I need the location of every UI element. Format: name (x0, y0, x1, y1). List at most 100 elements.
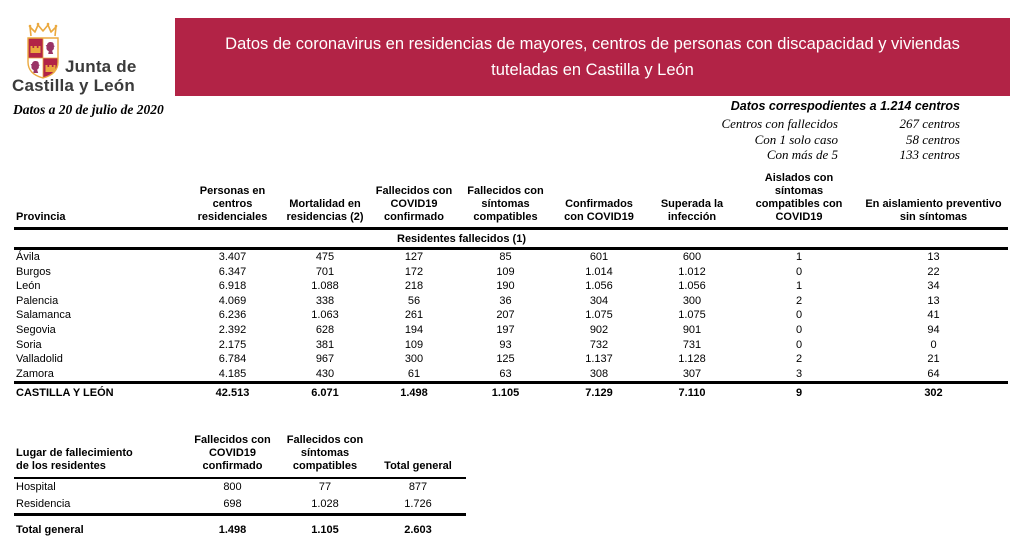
table-cell: 732 (589, 338, 609, 351)
group-header-label: Residentes fallecidos (1) (370, 228, 553, 250)
total-cell: 6.071 (280, 381, 370, 401)
table-cell: 1.075 (678, 309, 706, 322)
table-cell: 77 (318, 481, 332, 493)
province-name-cell: Valladolid (16, 353, 63, 366)
summary-value: 267 centros (899, 116, 960, 131)
total-cell: 2.603 (370, 513, 466, 539)
col-header-provincia: Provincia (14, 172, 185, 230)
summary-value: 58 centros (905, 131, 960, 147)
province-row: Segovia 2.392 628 194 197 902 901 0 94 (14, 323, 1008, 338)
table-cell: 127 (404, 251, 424, 263)
table-cell: 901 (682, 323, 702, 336)
table-cell: 1.014 (585, 265, 613, 278)
table-cell: 197 (496, 323, 515, 336)
table-cell: 0 (795, 265, 803, 278)
table-cell: 1.056 (585, 280, 613, 293)
centers-summary-title: Datos correspodientes a 1.214 centros (730, 99, 960, 113)
table-cell: 381 (315, 338, 335, 351)
place-row: Residencia 698 1.028 1.726 (14, 496, 466, 515)
col-header-fallecidos-sintomas: Fallecidos con síntomas compatibles (458, 172, 553, 230)
table-cell: 190 (496, 280, 515, 293)
place-name-cell: Residencia (14, 496, 185, 515)
table-cell: 1.063 (311, 309, 339, 322)
table-cell: 109 (496, 265, 515, 278)
table-cell: 1.726 (370, 496, 466, 515)
region-total-row: CASTILLA Y LEÓN 42.513 6.071 1.498 1.105… (14, 381, 1008, 401)
total-cell: 7.110 (645, 381, 739, 401)
table-cell: 1 (795, 251, 803, 263)
province-name-cell: León (16, 280, 41, 293)
province-row: Palencia 4.069 338 56 36 304 300 2 13 (14, 294, 1008, 309)
table-cell: 1.137 (585, 353, 613, 366)
table-cell: 64 (859, 366, 1008, 384)
col-header-total-general: Total general (370, 428, 466, 479)
province-name-cell: Zamora (14, 366, 185, 384)
province-row: León 6.918 1.088 218 190 1.056 1.056 1 3… (14, 279, 1008, 294)
col-header-aislados: Aislados con síntomas compatibles con CO… (739, 172, 859, 230)
col-header-superada: Superada la infección (645, 172, 739, 230)
page-title: Datos de coronavirus en residencias de m… (225, 35, 960, 79)
table-cell: 1.075 (585, 309, 613, 322)
logo-text-line1: Junta de (65, 57, 137, 76)
province-name-cell: Burgos (16, 265, 51, 278)
total-cell: 1.105 (280, 513, 370, 539)
table-cell: 3.407 (218, 251, 247, 263)
province-row: Zamora 4.185 430 61 63 308 307 3 64 (14, 366, 1008, 384)
total-cell: 1.498 (185, 513, 280, 539)
total-cell: 9 (739, 381, 859, 401)
place-row: Hospital 800 77 877 (14, 478, 466, 496)
table-cell: 4.069 (218, 294, 247, 307)
table-cell: 63 (458, 366, 553, 384)
province-row: Salamanca 6.236 1.063 261 207 1.075 1.07… (14, 308, 1008, 323)
place-name-cell: Hospital (16, 481, 56, 493)
col-header-fallecidos-sintomas: Fallecidos con síntomas compatibles (280, 428, 370, 479)
province-name-cell: Segovia (16, 323, 56, 336)
table-cell: 600 (682, 251, 702, 263)
group-header-spacer (553, 228, 1008, 250)
table-cell: 13 (927, 294, 940, 307)
table-cell: 36 (499, 294, 512, 307)
table-cell: 300 (404, 353, 424, 366)
table-cell: 13 (927, 251, 940, 263)
banner: Datos de coronavirus en residencias de m… (175, 18, 1010, 96)
table-cell: 2 (795, 294, 803, 307)
table-cell: 194 (404, 323, 424, 336)
table-cell: 430 (280, 366, 370, 384)
table-cell: 0 (930, 338, 937, 351)
province-name-cell: Palencia (16, 294, 59, 307)
group-header-row: Residentes fallecidos (1) (14, 228, 1008, 250)
province-name-cell: Ávila (16, 251, 40, 263)
col-header-personas: Personas en centros residenciales (185, 172, 280, 230)
total-label-cell: Total general (14, 513, 185, 539)
centers-summary: Datos correspodientes a 1.214 centros Ce… (700, 99, 960, 163)
table-cell: 207 (496, 309, 515, 322)
table-cell: 967 (315, 353, 335, 366)
table-cell: 698 (185, 496, 280, 515)
total-cell: 7.129 (553, 381, 645, 401)
summary-value: 133 centros (899, 147, 960, 162)
table-cell: 172 (404, 265, 424, 278)
table-cell: 85 (499, 251, 512, 263)
table-cell: 800 (223, 481, 242, 493)
province-name-cell: Soria (16, 338, 42, 351)
summary-row: Con 1 solo caso 58 centros (700, 132, 960, 148)
table-cell: 56 (407, 294, 421, 307)
total-cell: 42.513 (185, 381, 280, 401)
provinces-table-body: Ávila 3.407 475 127 85 601 600 1 13 Burg… (14, 249, 1008, 384)
table-cell: 701 (315, 265, 335, 278)
table-cell: 3 (739, 366, 859, 384)
col-header-fallecidos-covid: Fallecidos con COVID19 confirmado (185, 428, 280, 479)
total-label-cell: CASTILLA Y LEÓN (14, 381, 185, 401)
table-cell: 304 (589, 294, 609, 307)
table-cell: 731 (682, 338, 702, 351)
summary-label: Centros con fallecidos (721, 116, 838, 131)
table-cell: 300 (682, 294, 702, 307)
table-cell: 307 (645, 366, 739, 384)
province-name-cell: Salamanca (16, 309, 72, 322)
total-cell: 302 (859, 381, 1008, 401)
table-cell: 1.028 (280, 496, 370, 515)
deaths-total-row: Total general 1.498 1.105 2.603 (14, 513, 466, 539)
province-row: Ávila 3.407 475 127 85 601 600 1 13 (14, 249, 1008, 265)
table-cell: 1 (795, 280, 803, 293)
table-cell: 94 (927, 323, 940, 336)
